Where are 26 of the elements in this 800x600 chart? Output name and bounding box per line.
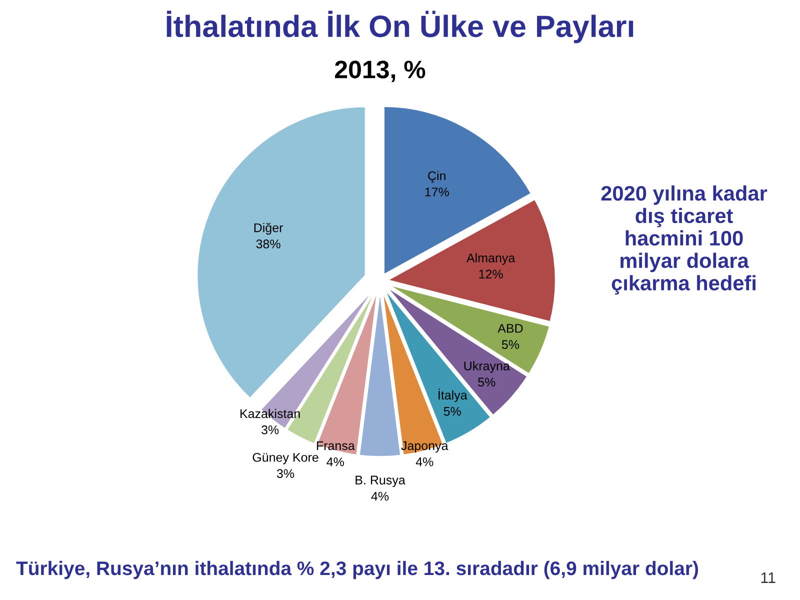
chart-title: İthalatında İlk On Ülke ve Payları	[166, 10, 634, 44]
slice-label: ABD	[498, 324, 523, 333]
text: 2020 yılına kadar dış ticaret hacmini 100 milyar dolara çıkarma hedefi	[601, 185, 768, 295]
slice-label: İtalya	[438, 388, 468, 402]
slice-label: Diğer	[254, 222, 284, 235]
data-label: 17%	[425, 188, 449, 196]
data-label: 5%	[478, 378, 496, 387]
data-label: 5%	[502, 340, 520, 349]
data-label: 12%	[479, 270, 503, 278]
data-label: 3%	[276, 469, 294, 478]
slice-label: B. Rusya	[356, 476, 406, 487]
data-label: 4%	[371, 492, 389, 501]
slice-label: Çin	[428, 170, 446, 183]
slice-label: Ukrayna	[464, 361, 510, 373]
data-label: 4%	[416, 457, 434, 466]
data-label: 4%	[326, 457, 344, 466]
data-label: 5%	[444, 406, 461, 416]
slice-label: Güney Kore	[252, 452, 318, 464]
text: 11	[761, 572, 776, 583]
data-label: 38%	[256, 240, 280, 248]
data-label: 3%	[261, 425, 279, 434]
slice-label: Fransa	[316, 441, 355, 450]
slice-label: Almanya	[466, 253, 516, 265]
slice-label: Kazakistan	[240, 408, 300, 418]
chart-subtitle: 2013, %	[335, 60, 426, 82]
text: Türkiye, Rusya’nın ithalatında % 2,3 payı ile 13. sıradadır (6,9 milyar dolar)	[16, 560, 698, 580]
